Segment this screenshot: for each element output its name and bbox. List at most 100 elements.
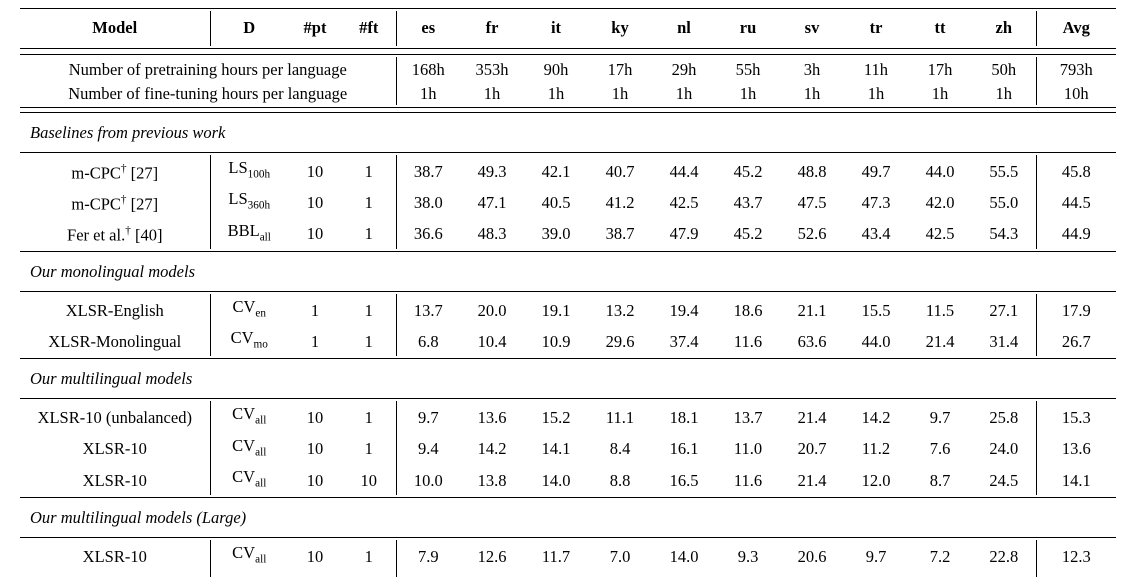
avg-cell: 26.7 xyxy=(1035,325,1116,357)
value-cell-zh: 24.0 xyxy=(989,439,1019,459)
col-header-es: es xyxy=(395,11,460,46)
table-row: XLSR-10 CVall 10 1 7.9 12.6 11.7 7.0 14.0 9.3 20.6… xyxy=(20,540,1116,572)
section-bottom-rule-cell xyxy=(20,495,1116,500)
dataset-subscript: mo xyxy=(253,338,268,351)
value-cell-tr: 15.5 xyxy=(861,300,891,320)
info-value-tr: 11h xyxy=(863,59,889,79)
section-top-rule xyxy=(20,289,1116,294)
value-cell-zh: 24.5 xyxy=(989,470,1019,490)
section-top-rule xyxy=(20,396,1116,401)
info-value-avg: 10h xyxy=(1035,80,1116,105)
model-cell: XLSR-10 xyxy=(20,572,210,577)
value-cell-fr: 10.4 xyxy=(477,331,507,351)
col-header-fr: fr xyxy=(485,18,499,37)
value-cell-fr: 12.1 xyxy=(460,572,524,577)
model-cell: XLSR-English xyxy=(20,294,210,325)
value-cell-fr: 47.1 xyxy=(477,192,507,212)
value-cell-fr: 20.0 xyxy=(477,300,507,320)
value-cell-es: 9.4 xyxy=(395,432,460,465)
value-cell-es: 38.0 xyxy=(395,186,460,218)
info-value-tt: 1h xyxy=(931,83,949,103)
dataset-name: LS xyxy=(228,158,248,177)
section-top-rule xyxy=(20,535,1116,540)
section-bottom-rule-cell xyxy=(20,356,1116,361)
value-cell-sv: 21.0 xyxy=(780,572,844,577)
model-name: XLSR-English xyxy=(65,300,164,320)
dataset-cell: CVall xyxy=(209,401,288,433)
value-cell-ru: 11.6 xyxy=(733,470,763,490)
section-header: Our monolingual models xyxy=(30,261,195,281)
info-value-it: 90h xyxy=(543,59,569,79)
value-cell-it: 14.0 xyxy=(541,470,571,490)
info-double-rule-line xyxy=(20,106,1116,113)
header-double-rule xyxy=(20,46,1116,57)
value-cell-ru: 9.8 xyxy=(716,572,780,577)
col-header-tt: tt xyxy=(934,18,946,37)
section-bottom-rule xyxy=(20,356,1116,361)
citation-ref: [40] xyxy=(130,225,163,245)
col-header-model: Model xyxy=(92,18,138,37)
section-top-rule-cell xyxy=(20,396,1116,401)
value-cell-es: 38.7 xyxy=(395,155,460,187)
model-name: XLSR-10 (unbalanced) xyxy=(37,408,192,428)
value-cell-tr: 43.4 xyxy=(861,224,891,244)
value-cell-nl: 13.9 xyxy=(652,572,716,577)
value-cell-tr: 9.7 xyxy=(865,547,887,567)
info-value-ky: 17h xyxy=(607,59,633,79)
ft-cell: 1 xyxy=(364,331,373,351)
info-double-rule-cell xyxy=(20,105,1116,116)
info-value-ky: 1h xyxy=(611,83,629,103)
dataset-name: CV xyxy=(230,328,254,348)
info-label: Number of fine-tuning hours per language xyxy=(68,83,348,103)
ft-cell: 1 xyxy=(364,408,373,428)
dataset-name: BBL xyxy=(227,220,260,240)
value-cell-nl: 37.4 xyxy=(669,331,699,351)
value-cell-es: 7.9 xyxy=(395,540,460,572)
value-cell-ky: 40.7 xyxy=(605,161,635,181)
avg-cell: 45.8 xyxy=(1035,155,1116,187)
value-cell-it: 10.9 xyxy=(541,331,571,351)
table-row: Fer et al.† [40] BBLall 10 1 36.6 48.3 39.0 38.… xyxy=(20,217,1116,249)
avg-cell: 15.3 xyxy=(1035,401,1116,433)
pt-cell: 1 xyxy=(310,300,320,320)
value-cell-fr: 49.3 xyxy=(477,161,507,181)
col-header-zh: zh xyxy=(995,18,1013,37)
section-bottom-rule xyxy=(20,495,1116,500)
value-cell-tt: 11.5 xyxy=(925,300,955,320)
col-header-ky: ky xyxy=(611,18,629,37)
col-header-pt: #pt xyxy=(303,18,327,37)
value-cell-es: 6.8 xyxy=(395,325,460,357)
value-cell-tr: 11.2 xyxy=(861,439,891,459)
section-bottom-rule-cell xyxy=(20,249,1116,254)
col-header-dataset: D xyxy=(209,11,288,46)
model-cell: m-CPC† [27] xyxy=(20,186,210,217)
value-cell-zh: 55.5 xyxy=(989,161,1019,181)
dataset-subscript: all xyxy=(259,230,271,243)
model-cell: Fer et al.† [40] xyxy=(20,218,210,249)
info-value-sv: 3h xyxy=(803,59,821,79)
value-cell-tr: 49.7 xyxy=(861,161,891,181)
col-header-avg: Avg xyxy=(1035,11,1116,46)
model-cell: XLSR-10 xyxy=(20,464,210,495)
dataset-cell: CVall xyxy=(209,432,288,465)
citation-ref: [27] xyxy=(126,194,159,214)
value-cell-sv: 21.4 xyxy=(797,470,827,490)
value-cell-ru: 11.0 xyxy=(733,439,763,459)
section-top-rule-line xyxy=(20,537,1116,539)
value-cell-sv: 21.1 xyxy=(797,300,827,320)
value-cell-zh: 27.1 xyxy=(989,300,1019,320)
info-value-zh: 1h xyxy=(995,83,1013,103)
value-cell-es: 13.7 xyxy=(395,293,460,326)
table-row: m-CPC† [27] LS100h 10 1 38.7 49.3 42.1 40.7 44.4… xyxy=(20,155,1116,187)
value-cell-es: 8.1 xyxy=(395,571,460,577)
dataset-name: CV xyxy=(232,467,256,487)
model-cell: XLSR-10 xyxy=(20,540,210,571)
value-cell-ru: 13.7 xyxy=(733,408,763,428)
model-name: XLSR-10 xyxy=(82,547,147,567)
col-header-ft: #ft xyxy=(359,18,379,37)
section-bottom-rule-line xyxy=(20,250,1116,252)
top-rule-line xyxy=(20,8,1116,9)
dataset-subscript: 360h xyxy=(247,199,271,212)
info-value-it: 1h xyxy=(547,83,565,103)
ft-cell: 1 xyxy=(364,439,373,459)
